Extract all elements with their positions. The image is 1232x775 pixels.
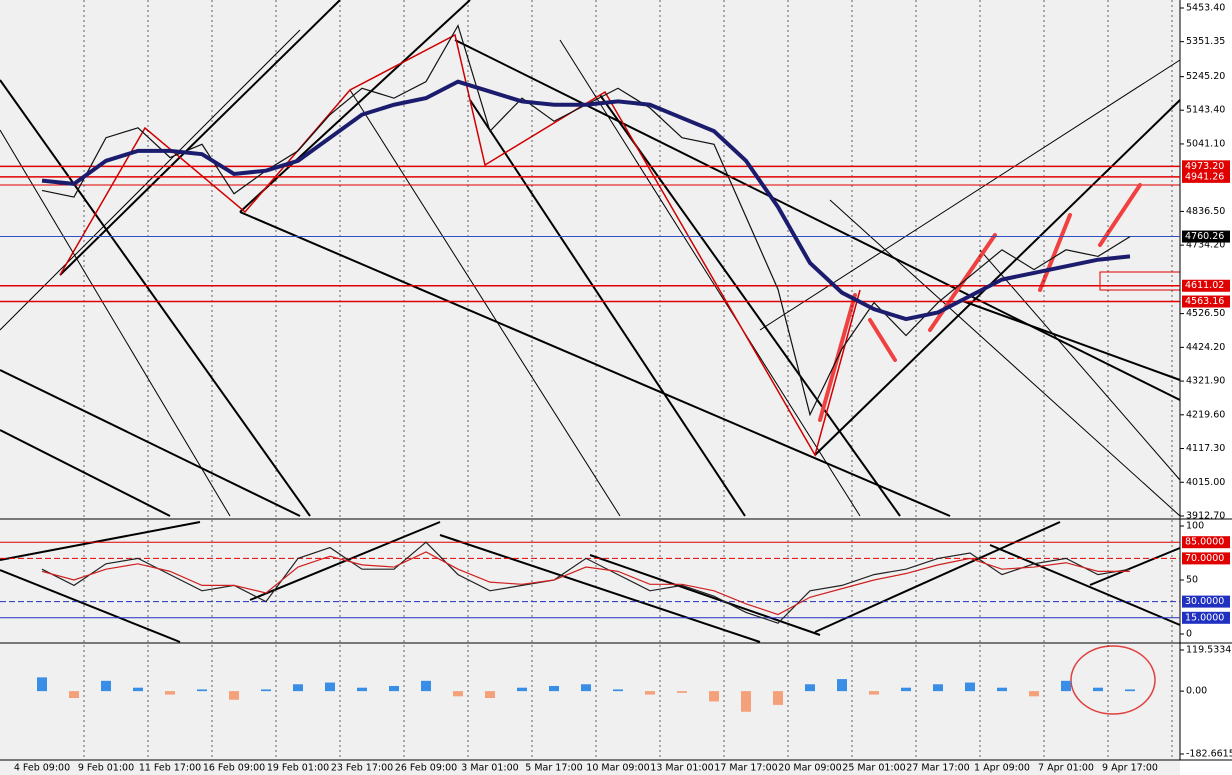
histogram-bar — [677, 691, 687, 693]
y-tick-label: -182.6615 — [1186, 749, 1232, 760]
histogram-bar — [421, 680, 431, 692]
level-tag-label: 4941.26 — [1185, 171, 1224, 182]
x-tick-label: 3 Mar 01:00 — [461, 763, 518, 774]
histogram-bar — [1125, 689, 1135, 692]
level-tag-label: 85.0000 — [1185, 537, 1224, 548]
x-tick-label: 9 Feb 01:00 — [78, 763, 134, 774]
y-tick-label: 5041.10 — [1186, 138, 1225, 149]
y-tick-label: 4117.30 — [1186, 443, 1225, 454]
y-tick-label: 0.00 — [1186, 686, 1207, 697]
level-tag-label: 4611.02 — [1185, 280, 1224, 291]
histogram-bar — [965, 682, 975, 692]
level-tag — [1182, 279, 1230, 292]
y-tick-label: 50 — [1186, 575, 1198, 586]
y-tick-label: 119.5334 — [1186, 645, 1231, 656]
histogram-bar — [1093, 687, 1103, 692]
y-tick-label: 5143.40 — [1186, 105, 1225, 116]
x-tick-label: 4 Feb 09:00 — [14, 763, 70, 774]
histogram-bar — [549, 685, 559, 692]
level-tag-label: 4563.16 — [1185, 296, 1224, 307]
histogram-bar — [1029, 691, 1039, 697]
histogram-bar — [293, 684, 303, 692]
histogram-bar — [389, 685, 399, 692]
level-tag — [1182, 295, 1230, 308]
histogram-bar — [453, 691, 463, 697]
histogram-bar — [357, 687, 367, 692]
level-tag — [1182, 595, 1230, 608]
y-tick-label: 0 — [1186, 629, 1192, 640]
histogram-bar — [741, 691, 751, 712]
y-tick-label: 4526.50 — [1186, 308, 1225, 319]
histogram-bar — [261, 689, 271, 692]
level-tag-label: 30.0000 — [1185, 596, 1224, 607]
y-tick-label: 5453.40 — [1186, 3, 1225, 14]
y-tick-label: 4424.20 — [1186, 342, 1225, 353]
x-tick-label: 20 Mar 09:00 — [778, 763, 841, 774]
series-line — [41, 541, 1131, 624]
x-tick-label: 17 Mar 17:00 — [714, 763, 777, 774]
level-tag-label: 4973.20 — [1185, 161, 1224, 172]
y-tick-label: 5245.20 — [1186, 71, 1225, 82]
level-tag-label: 70.0000 — [1185, 553, 1224, 564]
histogram-bar — [517, 687, 527, 692]
histogram-bar — [101, 680, 111, 692]
series-line — [41, 551, 1130, 616]
y-tick-label: 100 — [1186, 521, 1204, 532]
y-tick-label: 5351.35 — [1186, 36, 1225, 47]
y-tick-label: 4836.50 — [1186, 206, 1225, 217]
histogram-bar — [37, 677, 47, 692]
histogram-bar — [485, 691, 495, 699]
histogram-bar — [1061, 680, 1071, 692]
x-tick-label: 19 Feb 01:00 — [267, 763, 329, 774]
x-tick-label: 10 Mar 09:00 — [586, 763, 649, 774]
level-tag — [1182, 160, 1230, 173]
level-tag — [1182, 230, 1230, 243]
histogram-bar — [869, 691, 879, 695]
y-tick-label: 4015.00 — [1186, 477, 1225, 488]
level-tag — [1182, 536, 1230, 549]
histogram-bar — [229, 691, 239, 700]
histogram-bar — [773, 691, 783, 705]
histogram-bar — [165, 691, 175, 695]
trendlines — [0, 0, 1181, 715]
plot-background — [0, 0, 1180, 775]
histogram-bar — [197, 689, 207, 692]
y-tick-label: 3912.70 — [1186, 511, 1225, 522]
histogram-bar — [997, 687, 1007, 692]
level-tag — [1182, 552, 1230, 565]
y-tick-label: 4321.90 — [1186, 376, 1225, 387]
x-tick-label: 11 Feb 17:00 — [139, 763, 201, 774]
histogram-bar — [837, 679, 847, 692]
histogram-bar — [645, 691, 655, 695]
x-tick-label: 1 Apr 09:00 — [974, 763, 1030, 774]
x-tick-label: 26 Feb 09:00 — [395, 763, 457, 774]
level-tag-label: 15.0000 — [1185, 612, 1224, 623]
histogram-bar — [581, 684, 591, 692]
histogram-bar — [933, 684, 943, 692]
histogram-bar — [69, 691, 79, 699]
histogram-bar — [805, 684, 815, 692]
histogram-bar — [901, 687, 911, 692]
x-tick-label: 27 Mar 17:00 — [906, 763, 969, 774]
y-tick-label: 4734.20 — [1186, 240, 1225, 251]
x-tick-label: 25 Mar 01:00 — [842, 763, 905, 774]
x-tick-label: 7 Apr 01:00 — [1038, 763, 1094, 774]
x-tick-label: 13 Mar 01:00 — [650, 763, 713, 774]
level-tag-label: 4760.26 — [1185, 231, 1224, 242]
x-tick-label: 5 Mar 17:00 — [525, 763, 582, 774]
level-tag — [1182, 170, 1230, 183]
histogram-bar — [133, 687, 143, 692]
histogram-bar — [613, 689, 623, 692]
x-tick-label: 16 Feb 09:00 — [203, 763, 265, 774]
y-tick-label: 4219.60 — [1186, 409, 1225, 420]
histogram-bar — [709, 691, 719, 702]
x-tick-label: 23 Feb 17:00 — [331, 763, 393, 774]
series-line — [41, 79, 1131, 322]
level-tag — [1182, 611, 1230, 624]
x-tick-label: 9 Apr 17:00 — [1102, 763, 1158, 774]
histogram-bar — [325, 682, 335, 692]
